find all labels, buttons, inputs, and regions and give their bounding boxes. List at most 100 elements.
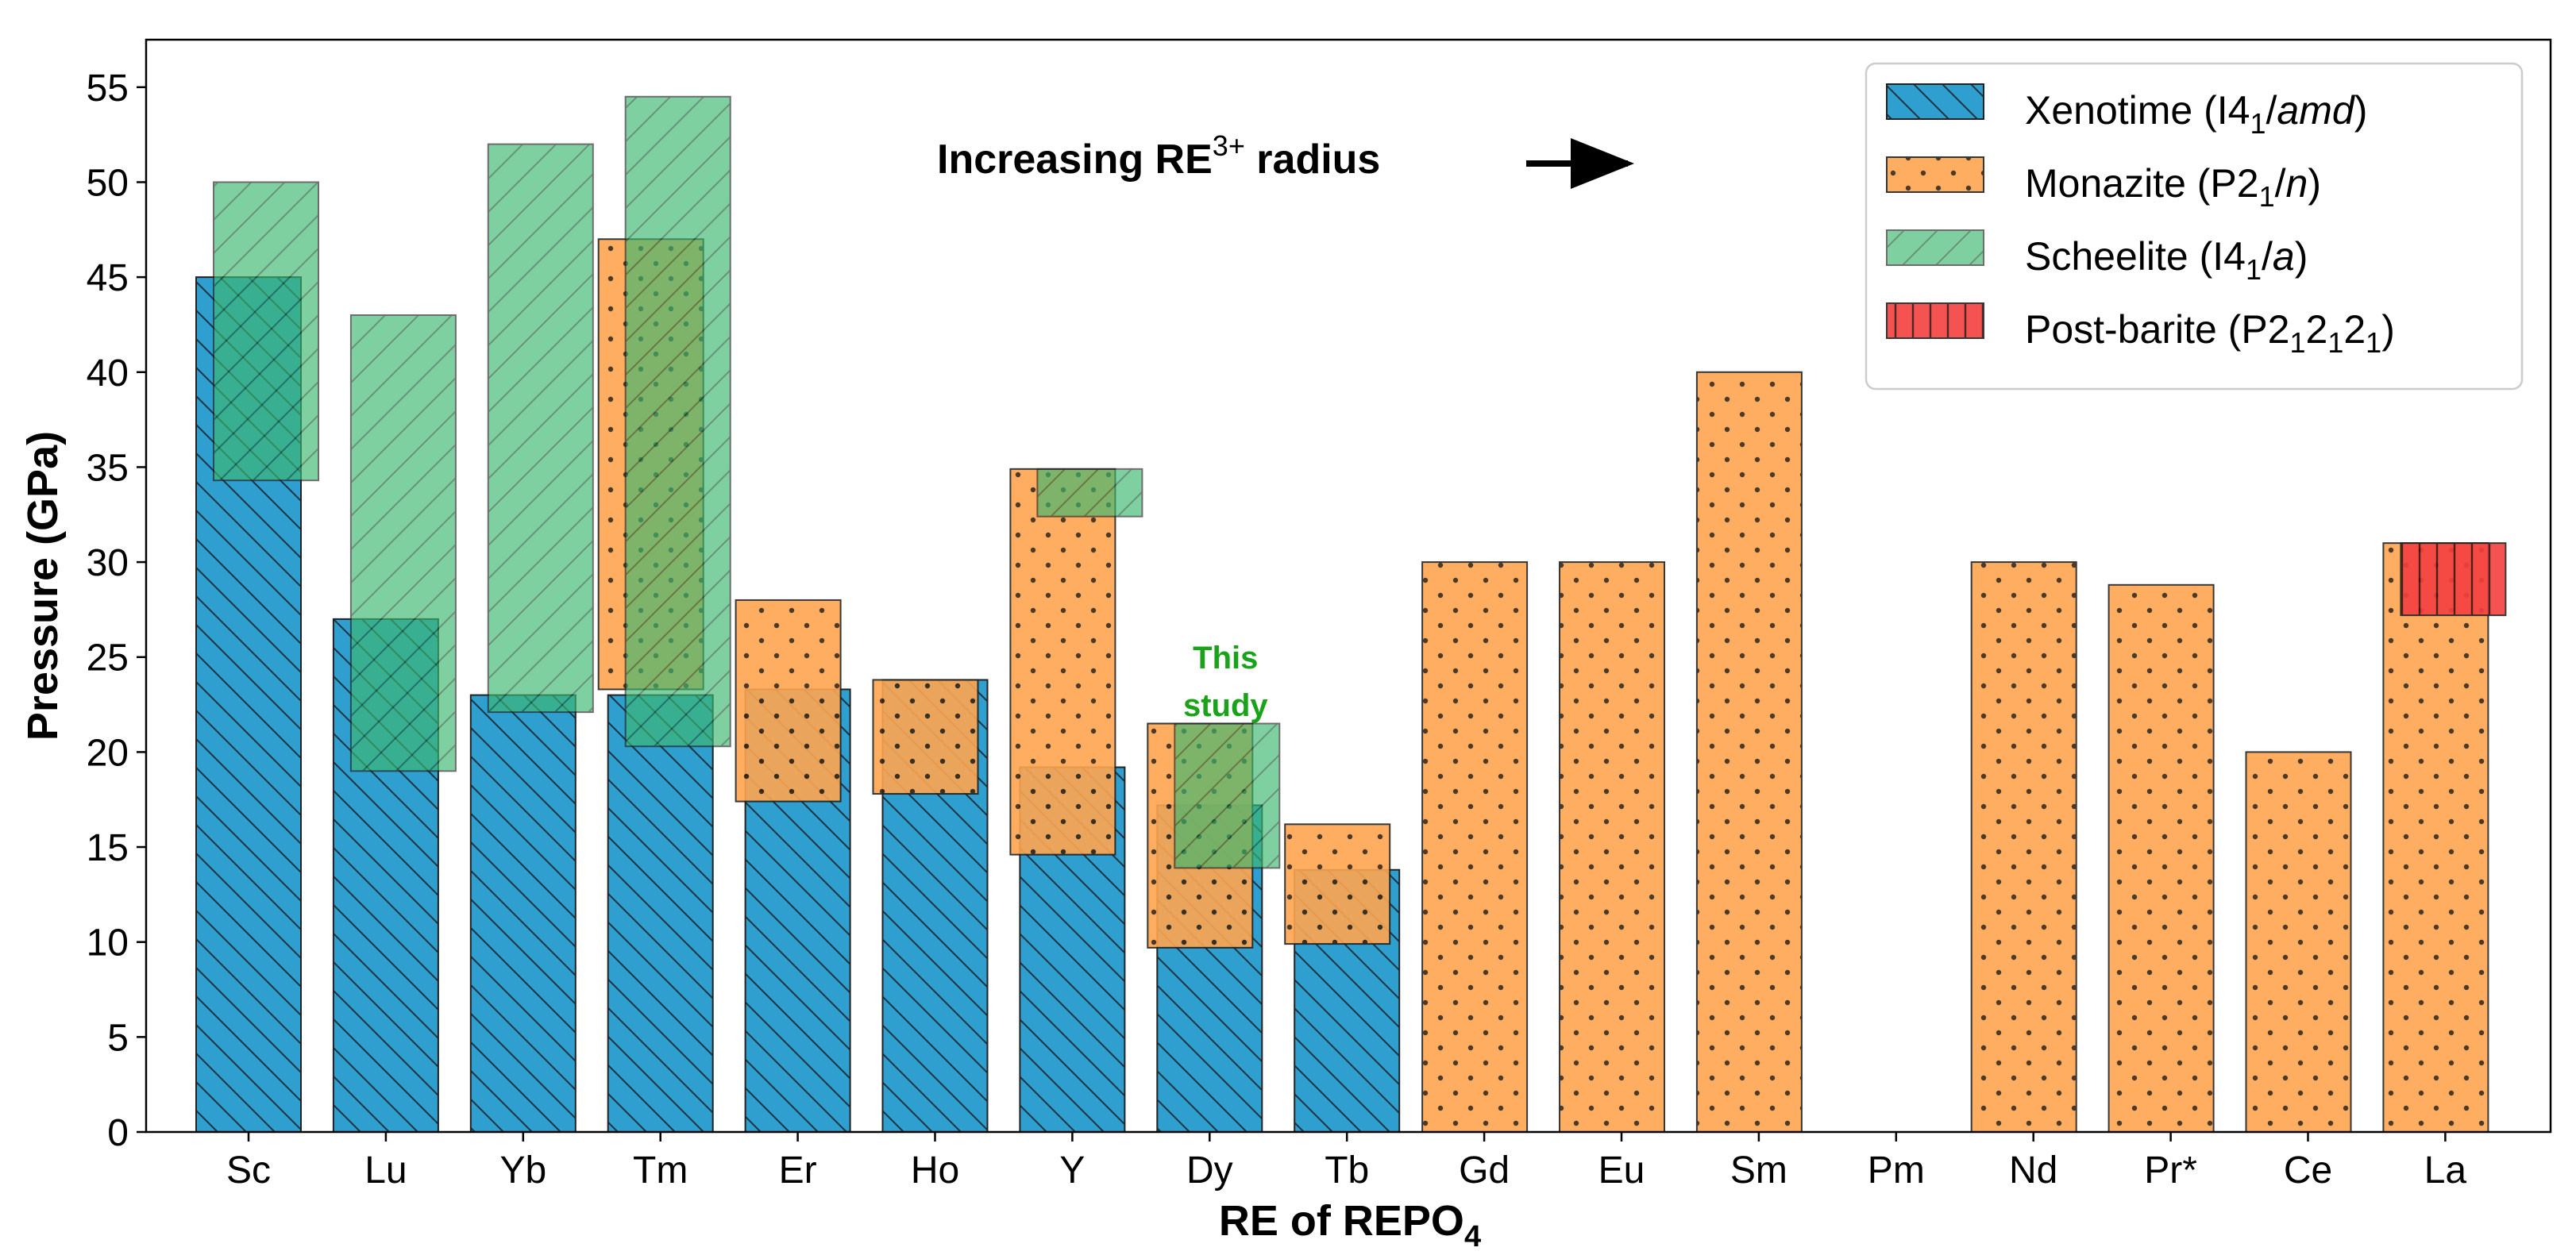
x-tick-label-sc: Sc [226,1149,271,1192]
x-tick-label-la: La [2424,1149,2467,1192]
legend-swatch-monazite [1886,156,1984,193]
y-tick-label-25: 25 [87,637,129,680]
bar-scheelite-lu [349,314,457,772]
y-tick-label-0: 0 [107,1112,129,1154]
legend-postbarite-mid2: 2 [2343,307,2366,352]
y-tick-label-20: 20 [87,732,129,774]
x-tick-label-pm: Pm [1868,1149,1925,1192]
y-tick-label-45: 45 [87,257,129,299]
bar-xenotime-yb [469,694,577,1133]
legend-monazite-open: (P2 [2186,161,2259,206]
legend: Xenotime (I41/amd) Monazite (P21/n) Sche… [1865,62,2524,391]
bar-xenotime-tm [607,694,714,1133]
legend-xenotime-sub: 1 [2250,107,2266,140]
legend-scheelite-ital: a [2273,234,2295,279]
bar-scheelite-yb [487,143,594,714]
y-tick-label-50: 50 [87,162,129,204]
x-tick-label-er: Er [779,1149,817,1192]
bar-scheelite-tm [624,95,731,748]
y-axis-title: Pressure (GPa) [19,431,67,741]
y-tick-label-30: 30 [87,542,129,584]
x-tick-label-gd: Gd [1459,1149,1510,1192]
radius-annotation-sup: 3+ [1213,129,1245,162]
bar-monazite-nd [1970,561,2077,1133]
legend-swatches [1886,83,1984,339]
legend-monazite-sub: 1 [2259,180,2275,213]
x-tick-label-prstar: Pr* [2144,1149,2197,1192]
legend-label-scheelite: Scheelite (I41/a) [2025,234,2308,286]
bar-monazite-y [1009,468,1116,856]
legend-postbarite-name: Post-barite [2025,307,2217,352]
x-tick-label-eu: Eu [1598,1149,1645,1192]
legend-swatch-xenotime [1886,83,1984,120]
legend-scheelite-name: Scheelite [2025,234,2188,279]
legend-postbarite-open: (P2 [2217,307,2290,352]
y-tick-label-35: 35 [87,447,129,489]
x-axis: Sc Lu Yb Tm Er Ho Y Dy Tb Gd Eu Sm Pm Nd Pr* Ce La [226,1132,2466,1192]
legend-xenotime-name: Xenotime [2025,88,2192,133]
legend-xenotime-ital: amd [2277,88,2355,133]
radius-annotation-main: Increasing RE [937,137,1213,183]
x-tick-label-ho: Ho [911,1149,959,1192]
legend-postbarite-sub1: 1 [2289,326,2305,359]
x-tick-label-sm: Sm [1730,1149,1787,1192]
legend-postbarite-close: ) [2381,307,2395,352]
x-tick-label-y: Y [1059,1149,1085,1192]
legend-monazite-name: Monazite [2025,161,2186,206]
legend-scheelite-sub: 1 [2246,253,2262,286]
legend-monazite-slash: / [2275,161,2286,206]
legend-scheelite-open: (I4 [2188,234,2246,279]
legend-postbarite-sub3: 1 [2366,326,2381,359]
bar-scheelite-y [1036,468,1143,518]
y-tick-label-15: 15 [87,827,129,869]
legend-xenotime-open: (I4 [2192,88,2250,133]
y-tick-label-55: 55 [87,67,129,110]
x-tick-label-tb: Tb [1325,1149,1369,1192]
x-tick-label-ce: Ce [2284,1149,2332,1192]
legend-scheelite-close: ) [2295,234,2308,279]
radius-annotation-text: Increasing RE3+ radius [937,129,1380,183]
bar-monazite-er [735,599,842,803]
radius-annotation: Increasing RE3+ radius [937,129,1634,189]
bar-monazite-sm [1695,371,1803,1134]
legend-swatch-postbarite [1886,302,1984,339]
bar-monazite-ce [2245,751,2352,1133]
legend-xenotime-close: ) [2354,88,2368,133]
bar-monazite-eu [1559,561,1665,1133]
bar-scheelite-dy [1174,722,1281,869]
legend-frame [1865,62,2524,391]
this-study-label-line2: study [1183,688,1268,723]
x-axis-title: RE of REPO4 [1219,1197,1481,1253]
y-tick-label-5: 5 [107,1017,129,1059]
legend-postbarite-sub2: 1 [2327,326,2343,359]
legend-scheelite-slash: / [2262,234,2273,279]
legend-postbarite-mid1: 2 [2306,307,2328,352]
x-tick-label-nd: Nd [2009,1149,2057,1192]
bar-monazite-prstar [2107,583,2215,1133]
x-tick-label-dy: Dy [1186,1149,1233,1192]
bars-layer [195,95,2507,1134]
legend-swatch-scheelite [1886,229,1984,266]
y-tick-label-40: 40 [87,352,129,395]
x-axis-title-sub: 4 [1464,1220,1481,1253]
y-axis: 0 5 10 15 20 25 30 35 40 45 50 55 [87,67,146,1154]
plot-frame [145,38,2552,1134]
legend-monazite-ital: n [2286,161,2308,206]
x-tick-label-yb: Yb [499,1149,546,1192]
bar-monazite-la [2382,542,2489,1133]
x-tick-label-lu: Lu [364,1149,407,1192]
x-tick-label-tm: Tm [633,1149,688,1192]
bar-monazite-gd [1421,561,1529,1133]
legend-xenotime-slash: / [2266,88,2277,133]
bar-monazite-ho [872,679,979,795]
bar-scheelite-sc [213,181,319,482]
legend-monazite-close: ) [2308,161,2321,206]
legend-label-monazite: Monazite (P21/n) [2025,161,2321,213]
legend-label-postbarite: Post-barite (P212121) [2025,307,2395,359]
radius-annotation-tail: radius [1245,137,1381,183]
this-study-label-line1: This [1193,641,1258,676]
bar-postbarite-la [2400,542,2507,617]
bar-monazite-tb [1284,823,1391,945]
x-axis-title-main: RE of REPO [1219,1197,1464,1245]
